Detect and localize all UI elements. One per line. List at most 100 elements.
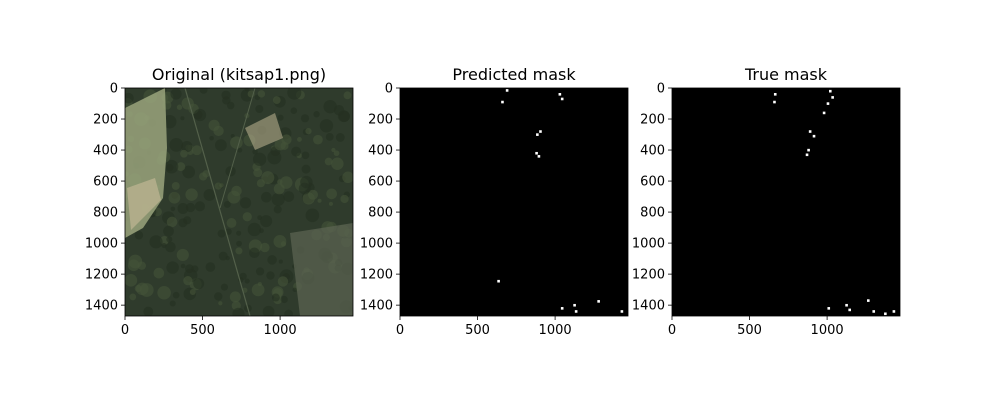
y-tick-label: 1400 [360,299,393,314]
texture-blob [161,243,167,249]
mask-pixel [872,310,876,313]
texture-blob [176,248,189,262]
texture-blob [217,229,226,238]
mask-pixel [560,307,564,310]
texture-blob [335,133,345,142]
texture-blob [181,141,193,153]
texture-blob [252,152,267,166]
texture-blob [189,288,196,295]
mask-pixel [808,130,812,133]
texture-blob [266,271,275,280]
texture-blob [236,230,242,236]
mask-pixel [822,111,826,115]
image-area [672,88,900,316]
mask-pixel [497,279,500,283]
texture-blob [260,215,273,228]
mask-pixel [535,151,538,155]
x-tick-label: 500 [465,323,490,338]
texture-blob [176,104,183,110]
mask-pixel [807,148,810,152]
texture-blob [125,274,138,287]
texture-blob [221,90,231,100]
texture-blob [183,276,193,286]
mask-pixel [597,300,600,303]
texture-blob [236,240,242,247]
texture-blob [170,206,176,212]
mask-pixel [829,89,832,93]
axes-frame [124,87,354,317]
texture-blob [191,265,199,273]
texture-blob [255,105,264,114]
x-tick-label: 500 [737,323,762,338]
y-tick-label: 1200 [85,268,118,283]
texture-blob [185,202,196,213]
texture-blob [225,256,230,261]
texture-blob [244,88,249,92]
image-area [400,88,628,316]
y-tick-label: 1000 [85,237,118,252]
mask-pixel [831,96,834,99]
texture-blob [297,136,302,142]
texture-blob [214,139,227,152]
y-tick-label: 800 [640,206,665,221]
y-tick-label: 400 [93,144,118,159]
texture-blob [252,149,258,155]
y-tick-label: 1000 [632,237,665,252]
developed-area [290,223,353,316]
texture-blob [279,176,293,189]
texture-blob [180,116,185,121]
x-tick-label: 0 [668,323,676,338]
texture-blob [218,301,223,306]
y-tick-label: 400 [368,144,393,159]
mask-pixel [574,310,578,313]
texture-blob [284,309,293,316]
texture-blob [185,188,198,201]
texture-blob [169,138,184,152]
texture-blob [237,147,243,153]
texture-blob [163,225,174,237]
trail [219,88,256,209]
texture-blob [305,208,320,223]
texture-blob [203,188,216,201]
texture-blob [165,241,176,253]
texture-blob [326,188,338,200]
texture-blob [166,216,178,228]
texture-blob [261,191,272,203]
y-tick-label: 0 [657,82,665,97]
texture-blob [193,108,207,122]
texture-blob [178,218,188,228]
texture-blob [180,149,188,158]
texture-blob [280,295,288,304]
texture-blob [271,293,280,302]
texture-blob [177,203,189,214]
texture-blob [162,114,177,129]
panel-title: Predicted mask [452,65,576,84]
mask-pixel [539,130,542,133]
texture-blob [125,92,134,104]
texture-blob [164,159,179,174]
texture-blob [199,88,208,94]
texture-blob [229,291,241,303]
texture-blob [171,181,180,190]
y-tick-label: 1200 [632,268,665,283]
texture-blob [305,127,312,135]
texture-blob [199,172,208,181]
texture-blob [157,285,171,300]
y-tick-label: 0 [385,82,393,97]
mask-pixel [536,133,539,136]
texture-blob [328,201,333,206]
texture-blob [219,183,224,188]
x-tick-label: 0 [396,323,404,338]
texture-blob [300,114,310,123]
panel-title: True mask [744,65,828,84]
texture-blob [301,164,311,174]
y-tick-label: 0 [110,82,118,97]
y-tick-label: 600 [93,175,118,190]
mask-pixel [884,312,887,316]
texture-blob [313,134,323,145]
texture-blob [307,189,319,200]
texture-blob [128,254,143,269]
texture-blob [213,125,224,137]
texture-blob [134,231,144,240]
texture-blob [244,278,250,284]
